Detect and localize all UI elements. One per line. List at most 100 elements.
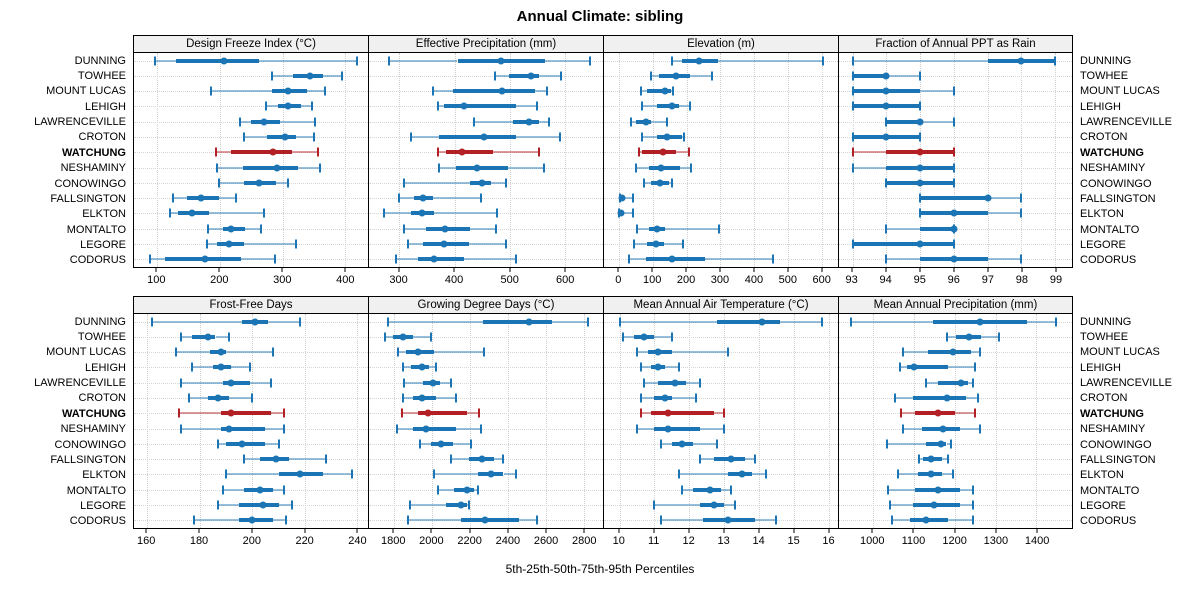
whisker-cap-low xyxy=(919,193,922,203)
median-dot xyxy=(430,255,438,263)
median-dot xyxy=(727,455,735,463)
median-dot xyxy=(255,179,263,187)
percentile-row xyxy=(369,360,603,375)
panel: Frost-Free Days 160 180 200 220 240 xyxy=(133,296,368,555)
whisker-cap-low xyxy=(387,317,390,327)
whisker-high-segment xyxy=(959,427,980,430)
panel-plot xyxy=(133,314,368,529)
percentile-row xyxy=(134,497,368,512)
percentile-row xyxy=(134,84,368,99)
site-label: CONOWINGO xyxy=(1080,438,1152,451)
whisker-high-segment xyxy=(685,381,700,384)
whisker-cap-high xyxy=(341,71,344,81)
median-dot xyxy=(441,225,449,233)
gridline-vertical xyxy=(304,314,306,528)
percentile-row xyxy=(369,467,603,482)
percentile-row xyxy=(604,191,838,206)
median-dot xyxy=(664,409,672,417)
percentile-row xyxy=(369,513,603,528)
whisker-cap-low xyxy=(383,332,386,342)
whisker-low-segment xyxy=(903,427,922,430)
whisker-low-segment xyxy=(437,105,445,108)
percentile-row xyxy=(839,345,1072,360)
whisker-cap-low xyxy=(438,163,441,173)
site-label: TOWHEE xyxy=(1080,331,1129,344)
whisker-low-segment xyxy=(419,442,432,445)
whisker-cap-high xyxy=(227,332,230,342)
median-dot xyxy=(473,164,481,172)
percentile-row xyxy=(839,114,1072,129)
whisker-cap-low xyxy=(188,393,191,403)
whisker-cap-high xyxy=(314,117,317,127)
gridline-vertical xyxy=(510,53,512,267)
plot-rows xyxy=(604,53,838,267)
gridline-vertical xyxy=(995,314,997,528)
whisker-low-segment xyxy=(678,473,728,476)
whisker-cap-low xyxy=(398,193,401,203)
whisker-low-segment xyxy=(265,105,279,108)
median-dot xyxy=(217,363,225,371)
percentile-row xyxy=(839,160,1072,175)
gridline-vertical xyxy=(147,314,149,528)
axis-tick-label: 13 xyxy=(717,535,730,547)
axis-tick-label: 1800 xyxy=(380,535,406,547)
axis-tick-label: 94 xyxy=(879,274,892,286)
percentile-row xyxy=(134,145,368,160)
whisker-high-segment xyxy=(624,197,634,200)
median-dot xyxy=(943,394,950,402)
percentile-row xyxy=(839,252,1072,267)
median-dot xyxy=(498,87,506,95)
figure-title: Annual Climate: sibling xyxy=(516,8,684,25)
gridline-vertical xyxy=(793,314,795,528)
percentile-row xyxy=(134,360,368,375)
median-dot xyxy=(419,194,427,202)
plot-rows xyxy=(839,53,1072,267)
percentile-row xyxy=(134,436,368,451)
percentile-row xyxy=(134,175,368,190)
whisker-low-segment xyxy=(218,442,226,445)
whisker-cap-high xyxy=(355,56,358,66)
median-dot xyxy=(306,72,314,80)
whisker-cap-low xyxy=(639,393,642,403)
median-dot xyxy=(661,394,669,402)
median-dot xyxy=(463,486,471,494)
median-dot xyxy=(238,440,246,448)
percentile-row xyxy=(604,129,838,144)
whisker-cap-low xyxy=(887,485,890,495)
gridline-vertical xyxy=(619,314,621,528)
site-label: FALLSINGTON xyxy=(50,453,126,466)
whisker-cap-high xyxy=(754,454,757,464)
panel-band-top: DUNNING TOWHEE MOUNT LUCAS LEHIGH LAWRENCEVI… xyxy=(0,35,1200,294)
median-dot xyxy=(481,516,489,524)
gridline-vertical xyxy=(546,314,548,528)
whisker-high-segment xyxy=(654,335,672,338)
whisker-cap-high xyxy=(454,393,457,403)
percentile-row xyxy=(839,84,1072,99)
percentile-row xyxy=(134,129,368,144)
whisker-cap-low xyxy=(618,317,621,327)
site-label: FALLSINGTON xyxy=(50,192,126,205)
whisker-high-segment xyxy=(273,488,284,491)
axis-tick xyxy=(912,529,914,533)
percentile-row xyxy=(604,160,838,175)
whisker-cap-high xyxy=(972,515,975,525)
panel-axis: 93 94 95 96 97 98 99 xyxy=(838,268,1073,294)
site-label: LAWRENCEVILLE xyxy=(1080,377,1172,390)
axis-tick-label: 600 xyxy=(812,274,831,286)
whisker-high-segment xyxy=(755,519,777,522)
whisker-cap-low xyxy=(180,424,183,434)
whisker-high-segment xyxy=(971,351,981,354)
median-dot xyxy=(497,57,505,65)
whisker-cap-low xyxy=(639,86,642,96)
panel-plot xyxy=(838,53,1073,268)
gridline-vertical xyxy=(432,314,434,528)
percentile-row xyxy=(604,482,838,497)
whisker-low-segment xyxy=(404,181,471,184)
whisker-cap-high xyxy=(260,224,263,234)
percentile-row xyxy=(134,99,368,114)
median-dot xyxy=(227,225,235,233)
axis-tick xyxy=(218,268,220,272)
whisker-high-segment xyxy=(622,212,634,215)
axis-tick xyxy=(344,268,346,272)
percentile-row xyxy=(839,129,1072,144)
